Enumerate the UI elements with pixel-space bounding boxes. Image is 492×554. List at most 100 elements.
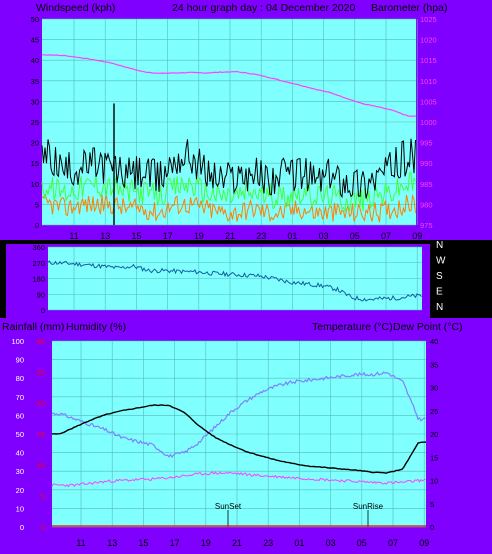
humidity-tick: 40 — [16, 449, 24, 458]
temperature-tick: 0 — [430, 523, 434, 532]
temperature-tick: 35 — [430, 360, 438, 369]
windspeed-tick: 35 — [31, 77, 39, 86]
windspeed-tick: 30 — [31, 97, 39, 106]
climate-hour-label: 23 — [263, 538, 273, 548]
barometer-tick: 1015 — [420, 56, 437, 65]
humidity-tick: 30 — [16, 467, 24, 476]
windspeed-tick: 0 — [35, 221, 39, 230]
barometer-tick: 1020 — [420, 36, 437, 45]
temperature-tick: 5 — [430, 500, 434, 509]
wind-hour-label: 11 — [69, 231, 78, 241]
direction-line — [47, 260, 422, 302]
direction-tick: 0 — [41, 306, 45, 315]
humidity-tick: 100 — [11, 337, 24, 346]
climate-hour-label: 19 — [201, 538, 211, 548]
climate-hour-label: 03 — [326, 538, 336, 548]
rainfall-tick: 15 — [37, 430, 45, 439]
wind-hour-label: 15 — [131, 231, 141, 241]
temperature-tick: 25 — [430, 407, 438, 416]
direction-grid — [48, 246, 422, 311]
humidity-tick: 80 — [16, 374, 24, 383]
wind-series-group — [41, 54, 416, 225]
direction-tick: 270 — [32, 259, 45, 268]
climate-series-group — [51, 371, 427, 527]
climate-hour-label: 11 — [76, 538, 85, 548]
compass-label: N — [436, 240, 443, 251]
barometer-tick: 1000 — [420, 118, 437, 127]
wind-hour-label: 23 — [256, 231, 266, 241]
wind-hour-label: 21 — [225, 231, 235, 241]
temperature-tick: 30 — [430, 384, 438, 393]
dew-point-axis-title: Dew Point (°C) — [393, 321, 463, 333]
sunset-label: SunSet — [215, 502, 242, 511]
compass-label: S — [436, 271, 443, 282]
wind-hour-label: 05 — [350, 231, 360, 241]
sun-markers: SunSet SunRise — [215, 502, 384, 527]
humidity-tick: 70 — [16, 393, 24, 402]
barometer-line — [42, 54, 416, 117]
rainfall-tick-labels: 0 5 10 15 20 25 30 — [37, 337, 45, 532]
windspeed-tick: 5 — [35, 200, 39, 209]
humidity-tick: 90 — [16, 356, 24, 365]
climate-hour-label: 01 — [294, 538, 304, 548]
direction-tick: 90 — [37, 290, 45, 299]
dew-point-line — [51, 471, 426, 488]
temperature-tick: 10 — [430, 477, 438, 486]
climate-hour-label: 05 — [357, 538, 367, 548]
windspeed-tick: 40 — [31, 56, 39, 65]
humidity-line — [51, 371, 426, 459]
climate-hour-label: 07 — [388, 538, 398, 548]
wind-grid — [42, 18, 418, 226]
climate-hour-tick-labels: 11 13 15 17 19 21 23 01 03 05 07 09 — [76, 538, 429, 548]
barometer-tick: 990 — [420, 159, 433, 168]
climate-grid — [52, 340, 426, 528]
windspeed-tick: 15 — [31, 159, 39, 168]
rainfall-tick: 25 — [37, 368, 45, 377]
humidity-axis-title: Humidity (%) — [66, 321, 126, 333]
windspeed-tick: 50 — [31, 15, 39, 24]
temperature-tick: 20 — [430, 430, 438, 439]
wind-series-line — [41, 193, 416, 223]
climate-hour-label: 09 — [419, 538, 429, 548]
rainfall-tick: 5 — [41, 492, 45, 501]
temperature-tick: 40 — [430, 337, 438, 346]
barometer-tick: 985 — [420, 180, 433, 189]
climate-hour-label: 17 — [170, 538, 180, 548]
barometer-tick: 1010 — [420, 77, 437, 86]
wind-hour-label: 09 — [412, 231, 422, 241]
rainfall-tick: 10 — [37, 461, 45, 470]
wind-chart-title: 24 hour graph day : 04 December 2020 — [172, 2, 355, 14]
wind-series-line — [41, 171, 416, 213]
direction-tick: 360 — [32, 243, 45, 252]
wind-hour-label: 07 — [381, 231, 391, 241]
humidity-tick: 50 — [16, 430, 24, 439]
wind-hour-label: 03 — [319, 231, 329, 241]
humidity-tick: 20 — [16, 486, 24, 495]
temperature-tick-labels: 0 5 10 15 20 25 30 35 40 — [430, 337, 438, 532]
climate-hour-label: 13 — [107, 538, 117, 548]
direction-tick: 180 — [32, 275, 45, 284]
humidity-tick-labels: 0 10 20 30 40 50 60 70 80 90 100 — [11, 337, 24, 532]
barometer-tick: 1025 — [420, 15, 437, 24]
climate-hour-label: 15 — [138, 538, 148, 548]
windspeed-tick-labels: 0 5 10 15 20 25 30 35 40 45 50 — [31, 15, 39, 230]
direction-tick-labels: 360 270 180 90 0 — [32, 243, 45, 315]
direction-series-group — [47, 260, 422, 302]
climate-hour-label: 21 — [232, 538, 242, 548]
windspeed-axis-title: Windspeed (kph) — [36, 2, 115, 14]
barometer-tick: 1005 — [420, 97, 437, 106]
barometer-axis-title: Barometer (hpa) — [371, 2, 447, 14]
windspeed-tick: 10 — [31, 180, 39, 189]
rainfall-tick: 30 — [37, 337, 45, 346]
temperature-tick: 15 — [430, 453, 438, 462]
humidity-tick: 0 — [20, 523, 24, 532]
barometer-tick: 995 — [420, 139, 433, 148]
windspeed-tick: 20 — [31, 139, 39, 148]
humidity-tick: 60 — [16, 411, 24, 420]
humidity-tick: 10 — [16, 504, 24, 513]
wind-hour-label: 17 — [163, 231, 173, 241]
rainfall-tick: 0 — [41, 523, 45, 532]
rainfall-axis-title: Rainfall (mm) — [2, 321, 64, 333]
temperature-axis-title: Temperature (°C) — [312, 321, 393, 333]
